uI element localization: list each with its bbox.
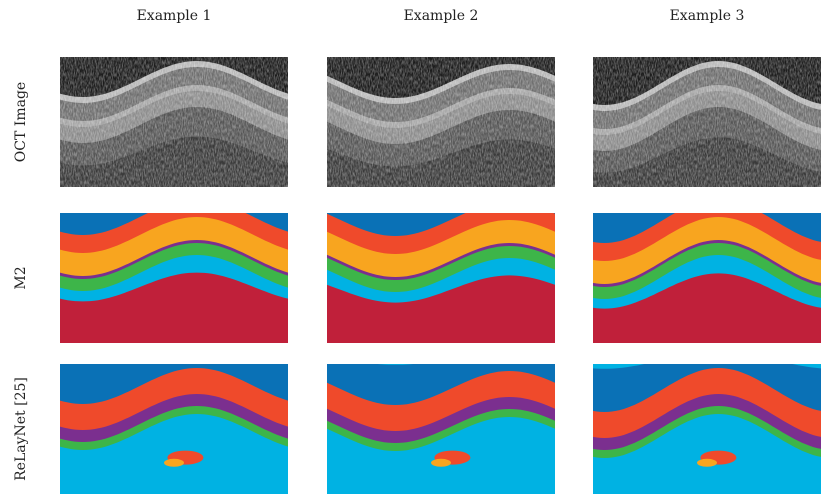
segmentation <box>593 199 821 343</box>
layer <box>327 343 555 364</box>
oct-speckle <box>593 57 821 187</box>
row-label: OCT Image <box>13 82 29 162</box>
artifact <box>697 459 717 467</box>
segmentation <box>60 199 288 343</box>
segmentation <box>60 364 288 494</box>
segmentation <box>327 343 555 494</box>
column-header: Example 2 <box>404 8 479 24</box>
oct-image <box>60 57 288 187</box>
artifact <box>431 459 451 467</box>
column-header: Example 3 <box>670 8 745 24</box>
segmentation <box>327 202 555 343</box>
oct-speckle <box>60 57 288 187</box>
oct-image <box>593 57 821 187</box>
row-label: ReLayNet [25] <box>13 377 29 481</box>
layer <box>593 343 821 364</box>
column-header: Example 1 <box>137 8 212 24</box>
row-label: M2 <box>13 266 29 289</box>
figure: Example 1 Example 2 Example 3 OCT Image M2 Re… <box>0 0 821 494</box>
oct-speckle <box>327 57 555 187</box>
layer <box>327 351 555 365</box>
segmentation <box>593 343 821 494</box>
oct-image <box>327 57 555 187</box>
artifact <box>164 459 184 467</box>
